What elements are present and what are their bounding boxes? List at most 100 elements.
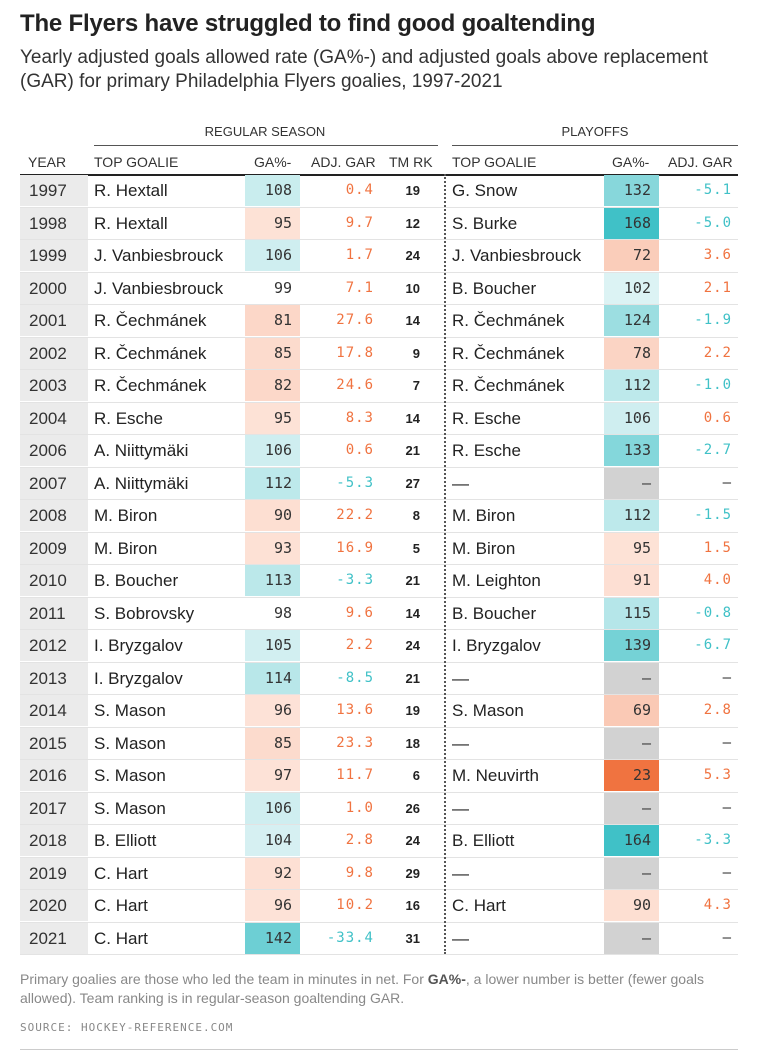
po-gar-cell: -5.0 [694,214,732,231]
rs-goalie-cell: B. Boucher [94,571,179,590]
table-row: 2001 R. Čechmánek 81 27.6 14 R. Čechmánek 124 -… [20,305,738,338]
rs-rank-cell: 27 [405,475,420,491]
rs-rank-cell: 12 [405,215,420,231]
rs-gar-cell: 0.6 [345,442,374,458]
po-gar-cell: 2.1 [703,279,732,296]
rs-goalie-cell: B. Elliott [94,831,157,850]
po-gar-cell: 3.6 [703,247,732,263]
po-goalie-cell: M. Biron [452,506,516,525]
year-cell: 2004 [20,402,88,434]
rs-ga-cell: 113 [245,565,300,596]
rs-goalie-cell: R. Čechmánek [94,376,207,395]
po-goalie-cell: R. Čechmánek [452,311,565,330]
rs-goalie-column-header: TOP GOALIE [94,154,179,170]
po-ga-cell: — [604,857,659,889]
rs-rank-cell: 29 [405,865,420,881]
rs-gar-cell: 24.6 [336,377,374,393]
year-cell: 2018 [20,825,88,856]
po-ga-cell: 168 [604,207,659,239]
rs-ga-cell: 81 [245,305,300,336]
rs-gar-cell: 16.9 [336,539,374,556]
table-row: 2021 C. Hart 142 -33.4 31 — — — [20,922,738,955]
po-ga-cell: 132 [604,175,659,206]
po-ga-cell: 133 [604,435,659,466]
source-credit: SOURCE: HOCKEY-REFERENCE.COM [20,1021,234,1034]
po-ga-cell: 115 [604,597,659,629]
rs-gar-cell: 27.6 [336,312,374,328]
po-ga-cell: 164 [604,825,659,856]
po-gar-cell: — [722,799,732,816]
po-gar-cell: 4.0 [703,572,732,588]
rs-ga-cell: 92 [245,857,300,889]
year-cell: 2000 [20,272,88,304]
year-cell: 2021 [20,922,88,954]
rs-ga-cell: 90 [245,500,300,531]
rs-ga-cell: 97 [245,760,300,791]
po-gar-cell: 0.6 [703,409,732,426]
rs-ga-cell: 108 [245,175,300,206]
table-row: 2019 C. Hart 92 9.8 29 — — — [20,857,738,890]
rs-ga-cell: 106 [245,240,300,271]
rs-goalie-cell: R. Esche [94,408,163,428]
po-gar-cell: -5.1 [694,182,732,198]
rs-gar-cell: -8.5 [336,669,374,686]
rs-ga-cell: 98 [273,603,292,622]
year-column-header: YEAR [28,154,67,170]
rs-rank-cell: 7 [412,378,420,393]
table-row: 1999 J. Vanbiesbrouck 106 1.7 24 J. Vanbiesbr… [20,240,738,273]
po-ga-cell: 72 [604,240,659,271]
po-goalie-cell: R. Esche [452,441,521,460]
po-goalie-cell: S. Burke [452,213,518,233]
table-row: 2000 J. Vanbiesbrouck 99 7.1 10 B. Boucher 102… [20,272,738,305]
po-ga-cell: 69 [604,695,659,726]
rs-rank-cell: 19 [405,703,420,718]
po-ga-cell: 23 [604,760,659,791]
header-rule [20,174,738,176]
rs-ga-cell: 95 [245,402,300,434]
year-cell: 2012 [20,630,88,661]
po-goalie-cell: — [452,863,469,883]
po-goalie-cell: — [452,798,469,818]
rs-gar-cell: 8.3 [345,409,374,426]
playoffs-group-header: PLAYOFFS [561,124,629,139]
rs-rank-column-header: TM RK [389,154,433,170]
table-row: 1997 R. Hextall 108 0.4 19 G. Snow 132 -5.1 [20,175,738,208]
rs-gar-cell: 9.7 [345,214,374,231]
po-ga-cell: 78 [604,337,659,369]
po-gar-cell: -1.5 [694,507,732,523]
po-gar-cell: — [722,864,732,881]
year-cell: 2001 [20,305,88,336]
year-cell: 2013 [20,662,88,694]
rs-gar-cell: -5.3 [336,474,374,491]
table-row: 2002 R. Čechmánek 85 17.8 9 R. Čechmánek 78 2.2 [20,337,738,370]
rs-rank-cell: 14 [405,605,420,621]
year-cell: 2010 [20,565,88,596]
po-goalie-cell: — [452,473,469,493]
year-cell: 2002 [20,337,88,369]
year-cell: 2009 [20,532,88,564]
po-ga-cell: — [604,467,659,499]
po-goalie-cell: B. Elliott [452,831,515,850]
rs-rank-cell: 6 [412,768,420,783]
rs-rank-cell: 24 [405,248,420,263]
rs-goalie-cell: M. Biron [94,506,158,525]
year-cell: 2003 [20,370,88,401]
rs-rank-cell: 5 [412,540,420,556]
chart-subtitle: Yearly adjusted goals allowed rate (GA%-… [20,47,708,92]
year-cell: 2017 [20,792,88,824]
po-ga-cell: 124 [604,305,659,336]
table-row: 2015 S. Mason 85 23.3 18 — — — [20,727,738,760]
po-ga-cell: 106 [604,402,659,434]
rs-goalie-cell: S. Mason [94,701,166,720]
po-ga-column-header: GA%- [612,154,650,170]
po-gar-cell: 4.3 [703,897,732,913]
rs-rank-cell: 24 [405,833,420,848]
po-ga-cell: 102 [604,272,659,304]
po-goalie-cell: — [452,733,469,753]
goalie-table-body: 1997 R. Hextall 108 0.4 19 G. Snow 132 -5.1 1998… [20,175,738,955]
year-cell: 1999 [20,240,88,271]
footnote-bold: GA%- [427,971,466,987]
table-row: 2009 M. Biron 93 16.9 5 M. Biron 95 1.5 [20,532,738,565]
rs-gar-cell: 0.4 [345,182,374,198]
po-goalie-cell: C. Hart [452,896,506,915]
